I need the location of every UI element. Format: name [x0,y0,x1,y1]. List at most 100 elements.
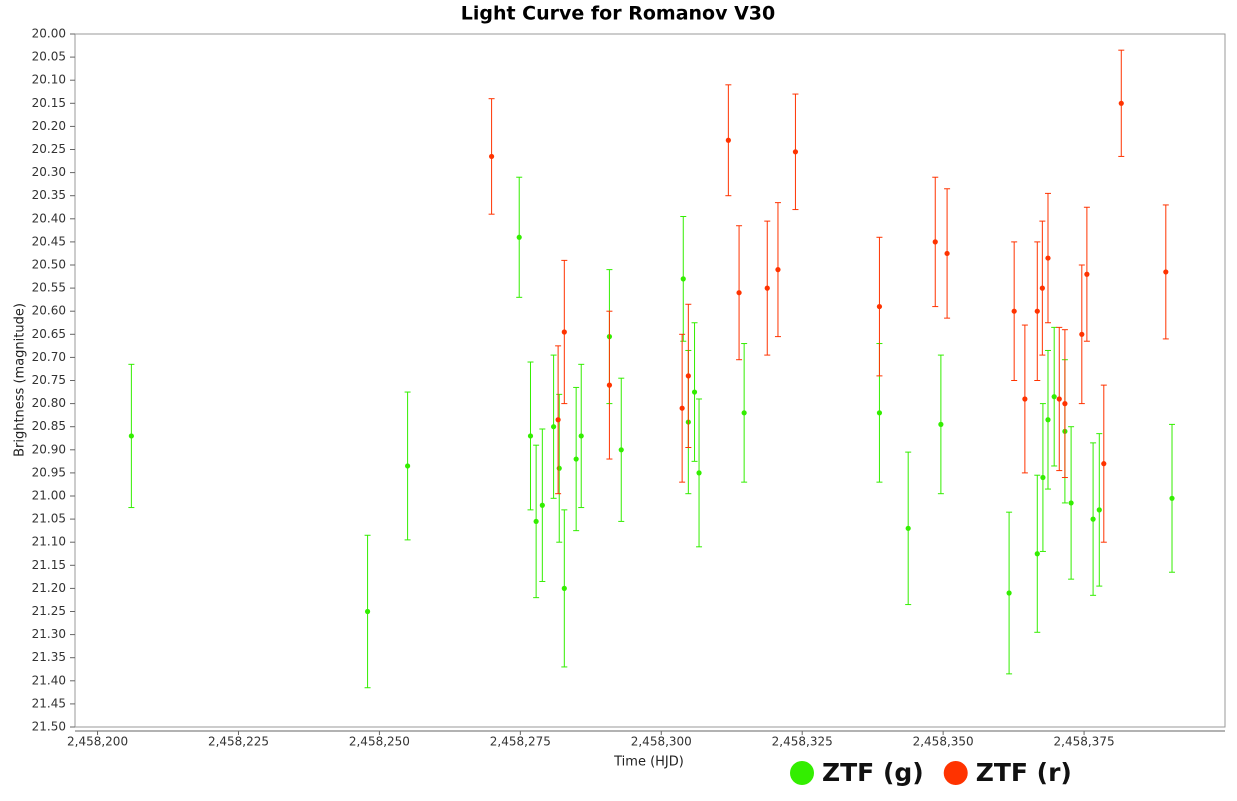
data-point [1056,396,1062,402]
legend-label: ZTF (g) [822,758,924,787]
x-tick-label: 2,458,325 [772,735,833,749]
y-axis-label: Brightness (magnitude) [13,303,28,457]
data-point [1040,474,1046,481]
data-point [404,463,411,469]
plot-area [74,33,1226,728]
data-point [764,285,770,291]
y-tick-label: 20.90 [32,442,66,456]
x-tick-label: 2,458,375 [1054,735,1115,749]
legend-marker [790,761,814,785]
y-tick-label: 21.20 [32,581,66,595]
y-tick-label: 20.75 [32,373,66,387]
data-point [1090,516,1096,522]
y-tick-label: 20.30 [32,165,66,179]
data-point [1169,495,1175,501]
data-point [1022,396,1028,402]
y-tick-label: 20.65 [32,327,66,341]
legend-label: ZTF (r) [976,758,1072,787]
y-tick-label: 20.35 [32,188,66,202]
data-point [1101,461,1107,467]
y-tick-label: 20.15 [32,96,66,110]
x-tick-label: 2,458,200 [67,735,128,749]
x-tick-label: 2,458,275 [490,735,551,749]
y-tick-label: 21.10 [32,535,66,549]
data-point [1084,271,1090,277]
data-point [561,329,567,335]
data-point [1068,500,1074,506]
y-tick-label: 21.50 [32,720,66,734]
data-point [938,421,944,427]
data-point [606,382,613,388]
data-point [944,250,950,257]
y-tick-label: 21.15 [32,558,66,572]
y-tick-label: 21.25 [32,604,66,618]
data-point [1039,285,1045,291]
data-point [1051,394,1057,400]
data-point [516,234,522,240]
data-point [618,447,624,453]
data-point [527,433,534,439]
data-point [1006,590,1012,596]
y-tick-label: 20.25 [32,142,66,156]
y-tick-label: 20.40 [32,211,66,225]
data-point [1034,308,1040,314]
y-tick-label: 20.80 [32,396,66,410]
y-tick-label: 21.35 [32,650,66,664]
y-tick-label: 20.60 [32,304,66,318]
chart-title: Light Curve for Romanov V30 [461,3,776,25]
data-point [1118,100,1124,106]
y-tick-label: 21.45 [32,696,66,710]
y-tick-label: 21.05 [32,512,66,526]
y-tick-label: 20.50 [32,258,66,272]
y-tick-label: 20.10 [32,73,66,87]
data-point [905,525,911,531]
y-tick-label: 20.05 [32,50,66,64]
data-point [555,417,561,423]
data-point [573,456,579,462]
x-tick-label: 2,458,250 [349,735,410,749]
data-point [876,410,883,416]
data-point [1045,255,1051,261]
y-tick-label: 21.30 [32,627,66,641]
data-point [775,267,781,273]
x-tick-label: 2,458,300 [631,735,692,749]
x-tick-label: 2,458,225 [208,735,269,749]
y-tick-label: 21.00 [32,489,66,503]
legend-marker [943,761,968,785]
data-point [696,470,702,476]
data-point [1062,401,1068,407]
data-point [556,465,562,471]
y-tick-label: 20.70 [32,350,66,364]
y-tick-label: 20.00 [32,27,66,41]
data-point [128,433,134,439]
data-point [551,424,557,430]
y-tick-label: 20.45 [32,234,66,248]
y-tick-label: 20.95 [32,465,66,479]
data-point [539,502,545,508]
data-point [364,608,371,615]
y-tick-label: 20.55 [32,281,66,295]
data-point [1011,308,1017,314]
data-point [792,149,799,155]
data-point [725,137,731,143]
data-point [561,585,567,592]
data-point [533,518,539,525]
y-tick-label: 20.85 [32,419,66,433]
x-tick-label: 2,458,350 [913,735,974,749]
data-point [488,153,495,160]
data-point [876,303,883,310]
data-point [691,389,698,395]
data-point [680,276,686,282]
data-point [679,405,685,411]
data-point [741,410,747,416]
data-point [932,239,938,245]
data-point [1163,269,1169,275]
data-point [736,290,742,296]
data-point [685,373,691,379]
data-point [1096,507,1102,513]
data-point [578,433,584,439]
x-axis-label: Time (HJD) [613,755,684,770]
y-tick-label: 20.20 [32,119,66,133]
y-tick-label: 21.40 [32,673,66,687]
